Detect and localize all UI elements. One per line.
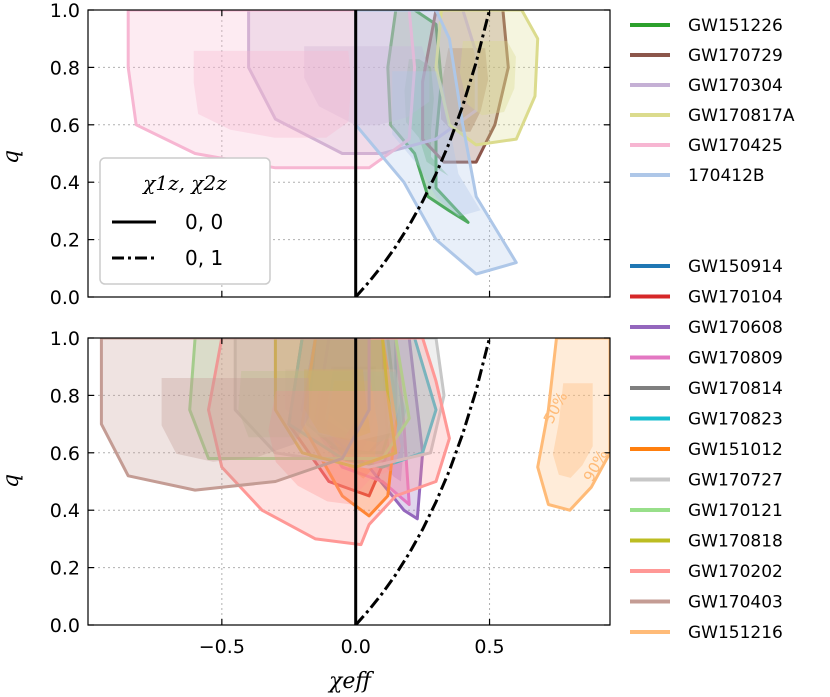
x-axis-label: χeff (327, 669, 374, 694)
contour-90-gw151216 (536, 338, 610, 512)
contour-90-gw170202 (207, 338, 451, 547)
top-reference-curves (354, 10, 491, 297)
contour-90-gw170729 (421, 10, 510, 164)
y-tick-label: 0.4 (50, 500, 80, 522)
legend-label-gw170425: GW170425 (688, 136, 783, 156)
legend-label-gw170403: GW170403 (688, 593, 783, 613)
y-tick-label: 0.0 (50, 287, 80, 309)
contour-core-gw170817a (459, 41, 516, 116)
contour-fill-gw170425 (128, 10, 415, 168)
contour-fill-170412b (355, 10, 517, 274)
contour-90-gw170425 (126, 10, 417, 170)
x-tick-label: 0.0 (341, 636, 371, 658)
legend-label-gw170818: GW170818 (688, 532, 783, 552)
legend-label-gw170809: GW170809 (688, 349, 783, 369)
y-tick-label: 0.6 (50, 443, 80, 465)
contour-fill-gw170814 (307, 338, 396, 453)
contour-core-gw170121 (238, 371, 359, 438)
contour-fill-gw170608 (315, 338, 423, 519)
x-tick-label: 0.5 (474, 636, 504, 658)
contour-core-gw170727 (285, 369, 401, 441)
y-tick-label: 1.0 (50, 328, 80, 350)
contour-core-gw170202 (268, 391, 401, 505)
legend-label-gw151216: GW151216 (688, 623, 783, 643)
legend-label-gw170814: GW170814 (688, 379, 783, 399)
legend-label-gw151226: GW151226 (688, 16, 783, 36)
contour-90-170412b (354, 10, 518, 276)
y-tick-label: 0.6 (50, 115, 80, 137)
contour-core-gw170425 (193, 50, 352, 138)
contour-core-gw150914 (324, 366, 376, 430)
contour-core-gw151216 (552, 383, 593, 478)
contour-90-gw170304 (247, 10, 478, 155)
top-y-axis-label: q (0, 150, 24, 164)
contour-core-170412b (392, 71, 481, 217)
contour-core-gw170809 (330, 376, 390, 468)
contour-core-gw170818 (304, 369, 371, 441)
bottom-y-ticks: 0.0 0.2 0.4 0.6 0.8 1.0 (50, 328, 610, 637)
legend-label-gw170608: GW170608 (688, 318, 783, 338)
reference-legend-entry-0-0: 0, 0 (185, 210, 223, 234)
reference-legend: χ1z, χ2z 0, 0 0, 1 (99, 157, 271, 285)
contour-fill-gw151012 (302, 338, 396, 516)
top-panel: 0.0 0.2 0.4 0.6 0.8 1.0 q χ1z, χ2z 0, 0 0, 1 (0, 0, 611, 309)
bottom-contours (99, 338, 610, 547)
contour-fill-gw170202 (208, 338, 450, 545)
bottom-x-ticks: −0.5 0.0 0.5 (199, 338, 505, 658)
contour-fill-gw170304 (248, 10, 477, 154)
top-axes-frame (87, 9, 611, 298)
legend-label-gw170202: GW170202 (688, 562, 783, 582)
legend-label-gw170823: GW170823 (688, 410, 783, 430)
reference-curve-0-1 (354, 338, 491, 625)
legend-label-gw170817a: GW170817A (688, 106, 795, 126)
top-event-legend: GW151226 GW170729 GW170304 GW170817A GW17042… (630, 16, 795, 186)
reference-curve-0-1 (354, 10, 491, 297)
contour-90-gw170608 (314, 338, 425, 521)
contour-core-gw170304 (304, 46, 430, 126)
y-tick-label: 0.8 (50, 385, 80, 407)
contour-fill-gw170818 (275, 338, 396, 468)
bottom-axes-frame (87, 337, 611, 626)
contour-core-gw151012 (326, 380, 379, 479)
legend-label-gw151012: GW151012 (688, 440, 783, 460)
y-tick-label: 0.2 (50, 230, 80, 252)
legend-label-170412b: 170412B (688, 166, 765, 186)
legend-label-gw150914: GW150914 (688, 257, 783, 277)
legend-label-gw170304: GW170304 (688, 76, 783, 96)
y-tick-label: 0.0 (50, 615, 80, 637)
bottom-event-legend: GW150914 GW170104 GW170608 GW170809 GW170814… (630, 257, 783, 643)
y-tick-label: 0.4 (50, 172, 80, 194)
contour-90-gw170814 (306, 338, 398, 455)
y-tick-label: 0.8 (50, 57, 80, 79)
bottom-panel: 0.00.20.40.60.81.0 −0.5 0.0 0.5 q χeff 50%… (0, 328, 611, 694)
top-contours (126, 10, 540, 276)
top-y-ticks: 0.0 0.2 0.4 0.6 0.8 1.0 (50, 0, 610, 309)
contour-core-gw151226 (404, 59, 449, 176)
legend-label-gw170729: GW170729 (688, 46, 783, 66)
contour-90-gw170818 (273, 338, 398, 469)
contour-90-gw170727 (233, 338, 446, 469)
contour-fill-gw151226 (387, 10, 469, 223)
contour-90-gw170403 (99, 338, 371, 492)
bottom-reference-curves (354, 338, 491, 625)
contour-90-gw170817a (434, 10, 540, 147)
legend-label-gw170727: GW170727 (688, 471, 783, 491)
legend-label-gw170104: GW170104 (688, 288, 783, 308)
y-tick-label: 0.2 (50, 558, 80, 580)
x-tick-label: −0.5 (199, 636, 245, 658)
contour-fill-gw170729 (422, 10, 509, 163)
reference-legend-box (99, 157, 271, 285)
reference-legend-title: χ1z, χ2z (141, 171, 227, 195)
y-tick-label: 1.0 (50, 0, 80, 22)
reference-legend-entry-0-1: 0, 1 (185, 246, 223, 270)
contour-90-gw151226 (386, 10, 470, 224)
bottom-y-axis-label: q (0, 474, 24, 488)
contour-fill-gw151216 (537, 338, 610, 511)
contour-fill-gw170403 (101, 338, 370, 491)
contour-core-gw170403 (161, 378, 309, 462)
legend-label-gw170121: GW170121 (688, 501, 783, 521)
